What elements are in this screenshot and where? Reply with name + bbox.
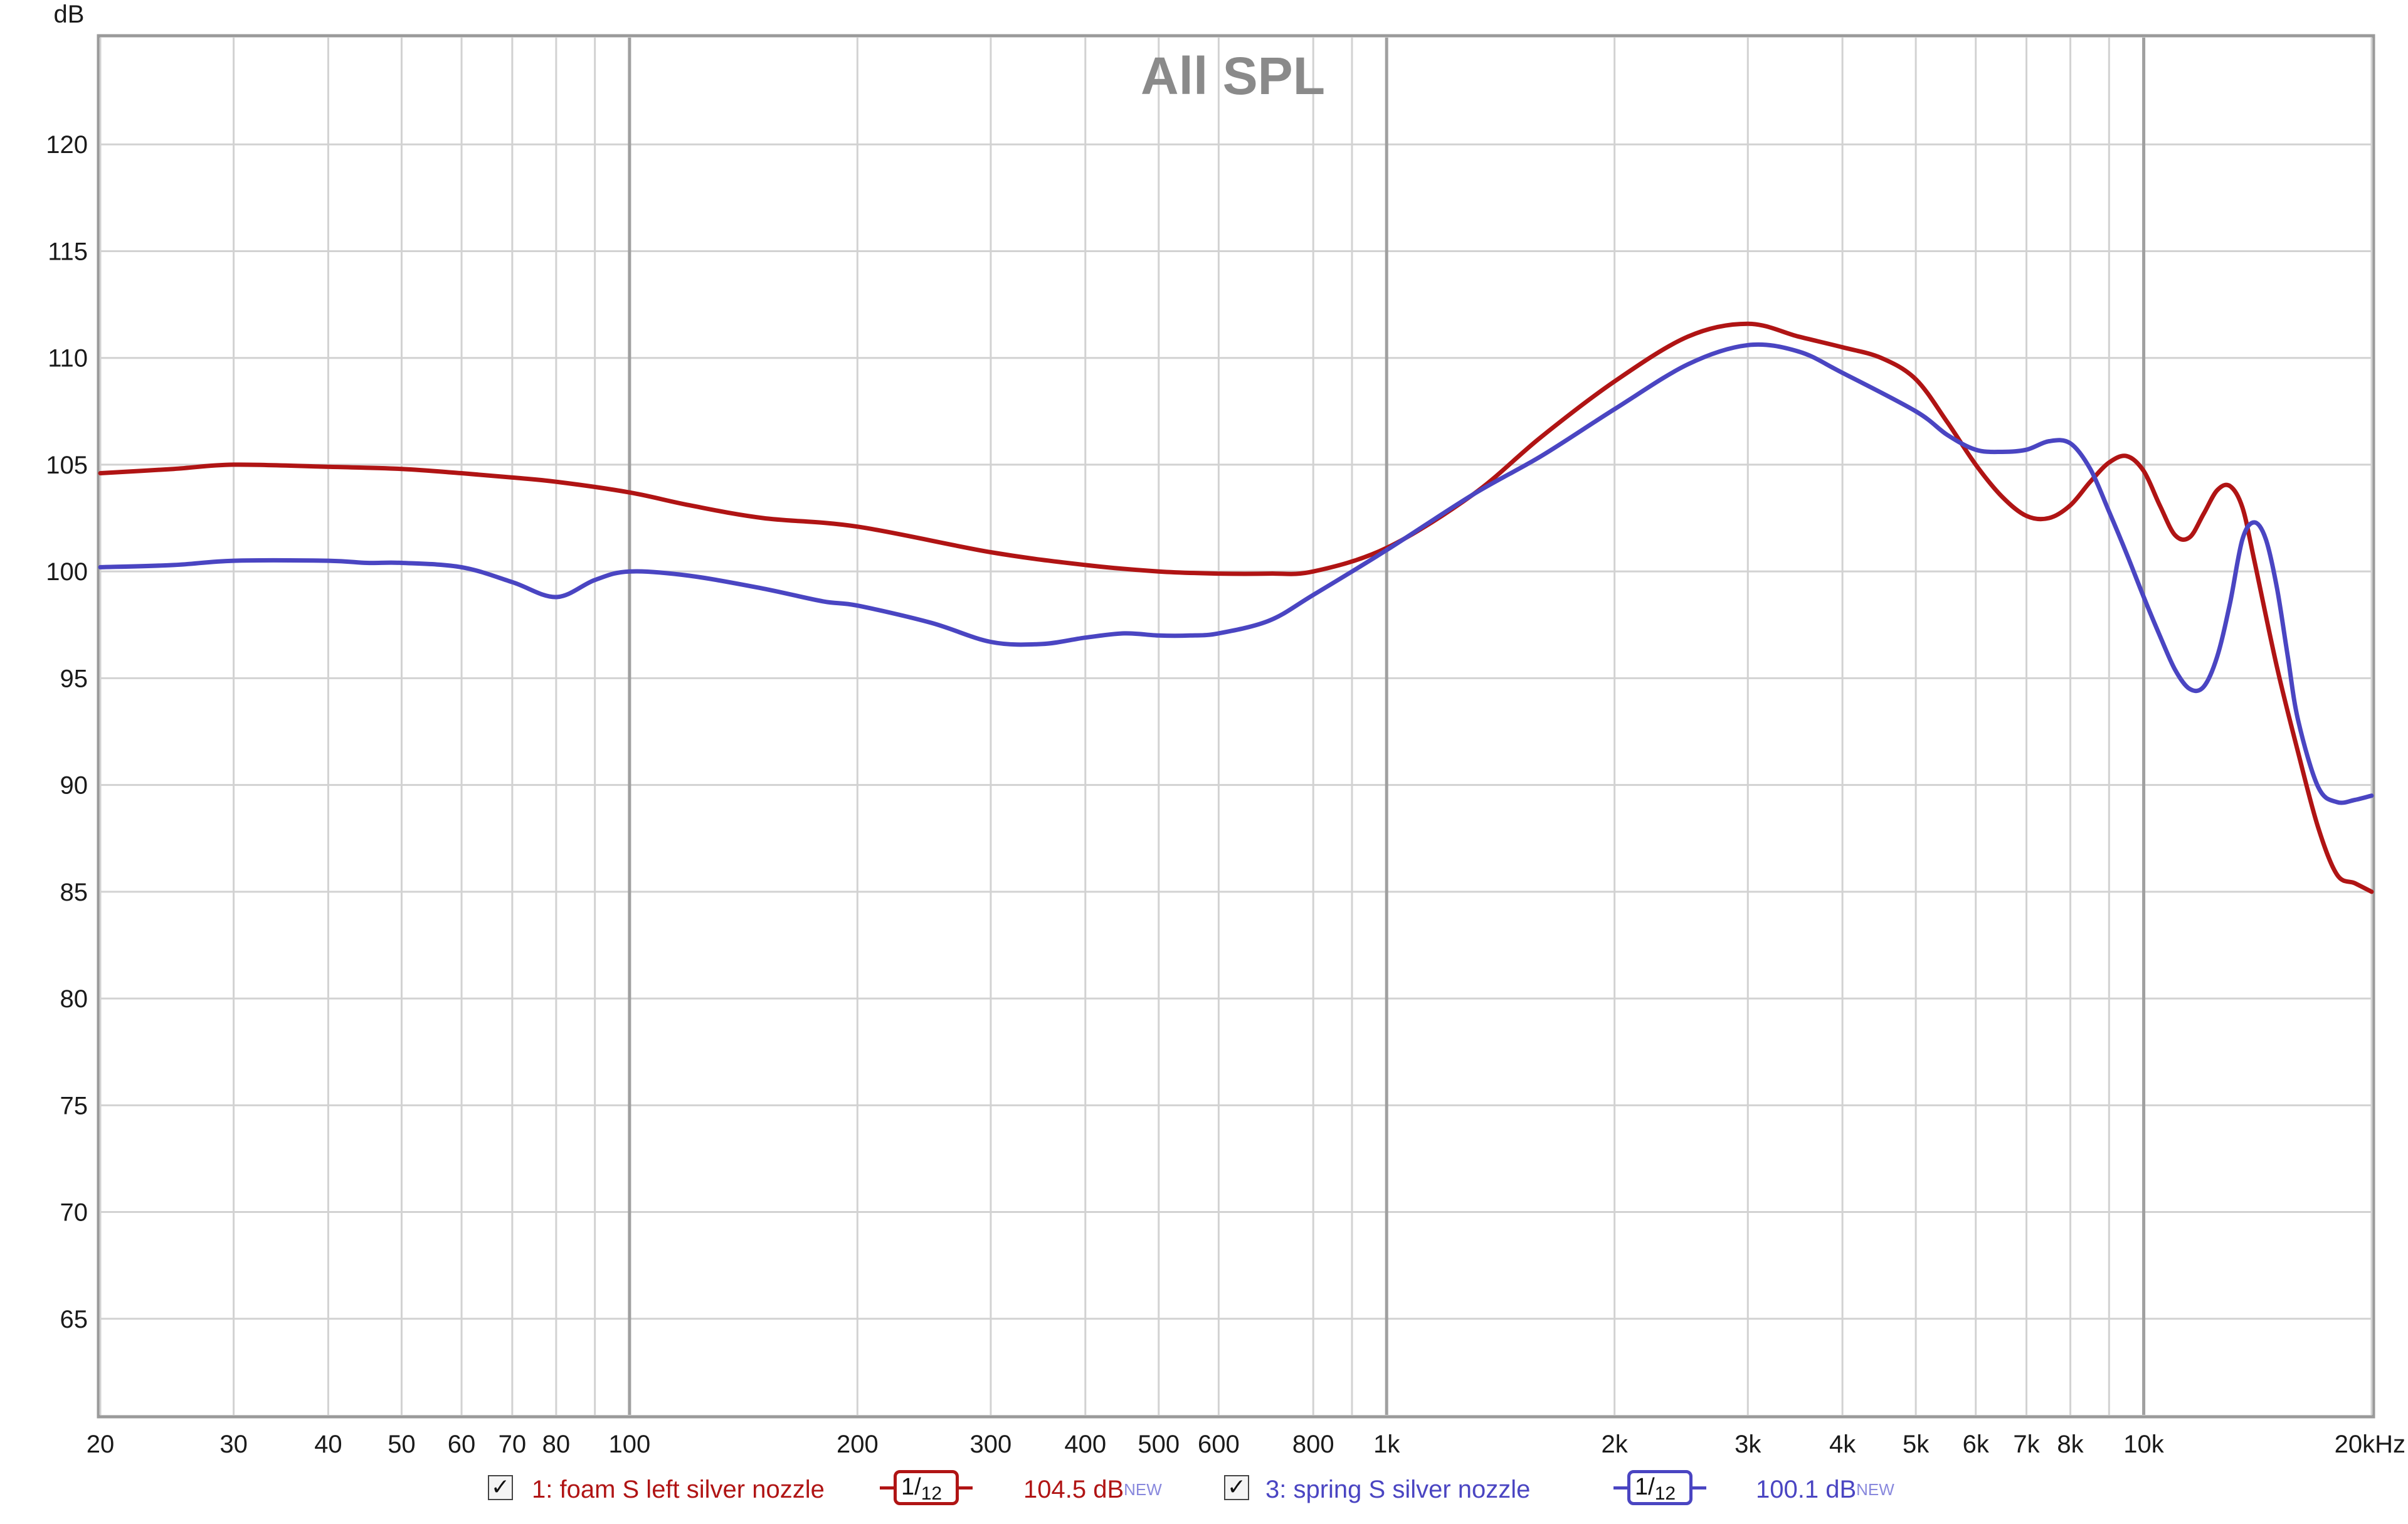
series-1-level[interactable]: 104.5 dB NEW — [1023, 1475, 1162, 1503]
x-tick-label: 2k — [1602, 1431, 1629, 1458]
y-tick-label: 85 — [60, 879, 88, 906]
x-tick-label: 3k — [1735, 1431, 1761, 1458]
y-tick-label: 120 — [46, 131, 88, 159]
y-tick-label: 115 — [48, 238, 88, 265]
checkmark-icon: ✓ — [1227, 1474, 1247, 1500]
y-tick-label: 90 — [60, 772, 88, 800]
checkmark-icon: ✓ — [490, 1474, 510, 1500]
x-tick-label: 50 — [388, 1431, 416, 1458]
series-line-1 — [98, 321, 2374, 894]
x-tick-label: 20kHz — [2335, 1431, 2405, 1458]
legend: ✓ 1: foam S left silver nozzle 1/12 104.… — [0, 1461, 2408, 1518]
x-tick-label: 500 — [1138, 1431, 1180, 1458]
chart-title: All SPL — [1141, 46, 1325, 105]
series-1-checkbox[interactable]: ✓ — [488, 1475, 513, 1500]
x-tick-label: 7k — [2013, 1431, 2040, 1458]
y-tick-label: 105 — [46, 452, 88, 479]
x-tick-label: 20 — [87, 1431, 115, 1458]
y-axis-unit-label: dB — [54, 1, 85, 28]
x-tick-label: 200 — [837, 1431, 879, 1458]
series-layer — [98, 321, 2374, 894]
y-tick-label: 95 — [60, 665, 88, 692]
series-3-smoothing-label: 1/12 — [1635, 1474, 1676, 1504]
x-tick-label: 100 — [609, 1431, 651, 1458]
x-tick-label: 300 — [970, 1431, 1012, 1458]
x-tick-label: 400 — [1064, 1431, 1106, 1458]
x-tick-label: 1k — [1373, 1431, 1400, 1458]
x-tick-label: 5k — [1903, 1431, 1930, 1458]
x-tick-label: 8k — [2057, 1431, 2084, 1458]
x-tick-label: 800 — [1292, 1431, 1334, 1458]
y-tick-label: 65 — [60, 1306, 88, 1333]
x-tick-label: 4k — [1829, 1431, 1856, 1458]
series-3-level[interactable]: 100.1 dB NEW — [1756, 1475, 1894, 1503]
grid-lines — [99, 38, 2373, 1415]
series-line-2 — [98, 342, 2374, 805]
y-tick-labels: 65 70 75 80 85 90 95 100 105 110 115 120 — [46, 131, 88, 1333]
y-tick-label: 110 — [48, 345, 88, 373]
series-3-checkbox[interactable]: ✓ — [1224, 1475, 1249, 1500]
series-1-smoothing-label: 1/12 — [901, 1474, 943, 1504]
x-tick-label: 10k — [2123, 1431, 2164, 1458]
x-tick-label: 40 — [314, 1431, 342, 1458]
x-tick-labels: 20 30 40 50 60 70 80 100 200 300 400 500 600 800 1k 2k 3… — [87, 1431, 2405, 1458]
plot-area — [97, 34, 2375, 1419]
x-tick-label: 60 — [448, 1431, 476, 1458]
y-tick-label: 70 — [60, 1199, 88, 1227]
series-1-level-tag: NEW — [1124, 1479, 1162, 1499]
x-tick-label: 80 — [542, 1431, 571, 1458]
x-tick-label: 6k — [1963, 1431, 1990, 1458]
series-3-name[interactable]: 3: spring S silver nozzle — [1265, 1475, 1531, 1503]
frequency-response-chart: All SPL dB 65 70 75 80 85 90 95 100 105 110 115 120… — [46, 1, 2405, 1458]
x-tick-label: 30 — [219, 1431, 248, 1458]
x-tick-label: 600 — [1198, 1431, 1240, 1458]
series-1-name[interactable]: 1: foam S left silver nozzle — [532, 1475, 825, 1503]
y-tick-label: 80 — [60, 985, 88, 1013]
y-tick-label: 75 — [60, 1092, 88, 1119]
y-tick-label: 100 — [46, 558, 88, 586]
x-tick-label: 70 — [499, 1431, 527, 1458]
series-3-level-tag: NEW — [1856, 1479, 1894, 1499]
